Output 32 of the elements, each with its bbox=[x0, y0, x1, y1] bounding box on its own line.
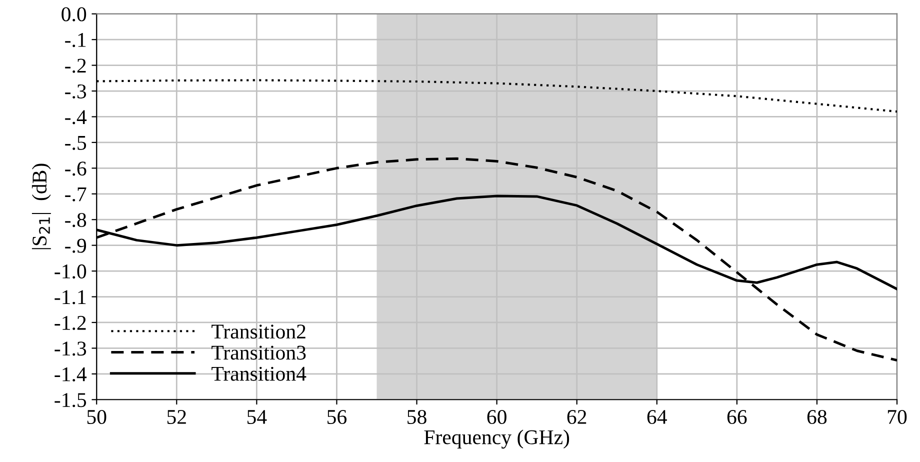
x-tick-label: 60 bbox=[487, 410, 506, 424]
y-tick-label: -.5 bbox=[65, 136, 86, 150]
x-tick-label: 66 bbox=[727, 410, 747, 424]
y-tick-label: -.3 bbox=[65, 84, 86, 99]
y-tick-label: -.4 bbox=[65, 110, 87, 124]
y-tick-label: -1.1 bbox=[54, 290, 86, 304]
legend-label: Transition4 bbox=[212, 366, 306, 381]
x-tick-label: 52 bbox=[167, 410, 186, 424]
x-tick-label: 62 bbox=[567, 410, 586, 424]
x-tick-label: 56 bbox=[328, 410, 347, 424]
legend-label: Transition2 bbox=[212, 324, 306, 339]
x-tick-label: 50 bbox=[87, 410, 106, 424]
y-tick-label: -1.3 bbox=[54, 342, 86, 356]
y-tick-label: -.1 bbox=[65, 33, 86, 48]
y-tick-label: -.9 bbox=[65, 238, 86, 253]
y-tick-label: -.2 bbox=[65, 58, 86, 73]
x-tick-label: 70 bbox=[888, 410, 907, 424]
y-tick-label: -.6 bbox=[65, 162, 86, 176]
x-tick-label: 64 bbox=[647, 410, 667, 424]
y-tick-label: -.8 bbox=[65, 212, 86, 228]
x-axis-title: Frequency (GHz) bbox=[424, 430, 570, 449]
y-tick-label: -1.2 bbox=[54, 316, 86, 330]
x-tick-label: 54 bbox=[247, 410, 267, 424]
legend-label: Transition3 bbox=[212, 346, 306, 360]
x-tick-label: 58 bbox=[408, 410, 426, 424]
y-tick-label: -1.5 bbox=[54, 393, 86, 408]
y-tick-label: -1.0 bbox=[54, 264, 86, 279]
y-axis-title: |S$_{21}$| (dB) bbox=[32, 164, 51, 250]
y-tick-label: -.7 bbox=[65, 187, 86, 202]
x-tick-label: 68 bbox=[807, 410, 827, 424]
y-tick-label: 0.0 bbox=[62, 7, 86, 22]
y-tick-label: -1.4 bbox=[54, 367, 87, 382]
